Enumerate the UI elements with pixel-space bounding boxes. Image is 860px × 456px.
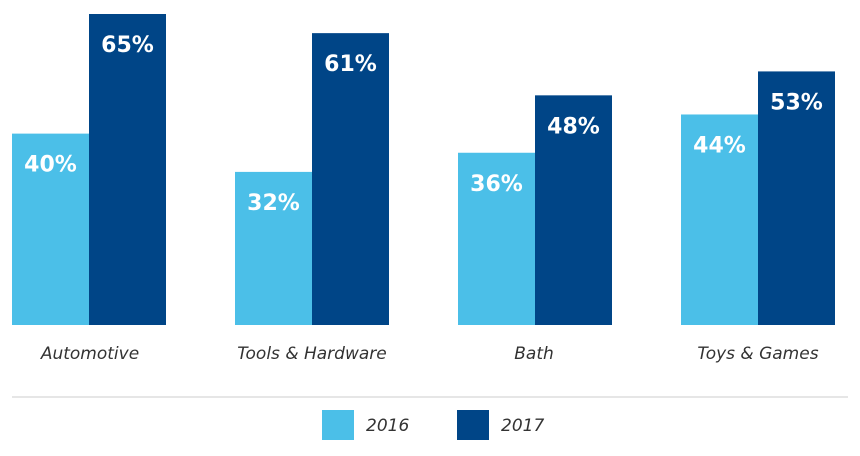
- category-label-2: Bath: [514, 344, 554, 364]
- bar-2017-3: [758, 71, 835, 326]
- data-label-2017-1: 61%: [324, 52, 377, 77]
- data-label-2017-3: 53%: [770, 90, 823, 115]
- data-label-2016-2: 36%: [470, 172, 523, 197]
- data-labels-layer: 40% 65% 32% 61% 36% 48% 44% 53%: [24, 33, 823, 216]
- bar-2016-3: [681, 114, 758, 325]
- bars-layer: [12, 14, 835, 326]
- category-label-0: Automotive: [40, 344, 139, 364]
- data-label-2016-1: 32%: [247, 191, 300, 216]
- data-label-2017-2: 48%: [547, 114, 600, 139]
- bar-2016-0: [12, 133, 89, 325]
- bar-2017-2: [535, 95, 612, 325]
- category-label-3: Toys & Games: [697, 344, 818, 364]
- data-label-2017-0: 65%: [101, 33, 154, 58]
- bar-2017-1: [312, 33, 389, 326]
- legend-swatch-2016: [322, 410, 354, 440]
- bar-2017-0: [89, 14, 166, 325]
- bar-2016-1: [235, 171, 312, 325]
- data-label-2016-3: 44%: [693, 133, 746, 158]
- category-label-1: Tools & Hardware: [237, 344, 386, 364]
- legend: 2016 2017: [322, 410, 544, 440]
- data-label-2016-0: 40%: [24, 153, 77, 178]
- legend-label-2016: 2016: [366, 416, 409, 436]
- legend-label-2017: 2017: [501, 416, 544, 436]
- bar-2016-2: [458, 152, 535, 325]
- legend-swatch-2017: [457, 410, 489, 440]
- category-labels-layer: Automotive Tools & Hardware Bath Toys & Gam…: [40, 344, 819, 364]
